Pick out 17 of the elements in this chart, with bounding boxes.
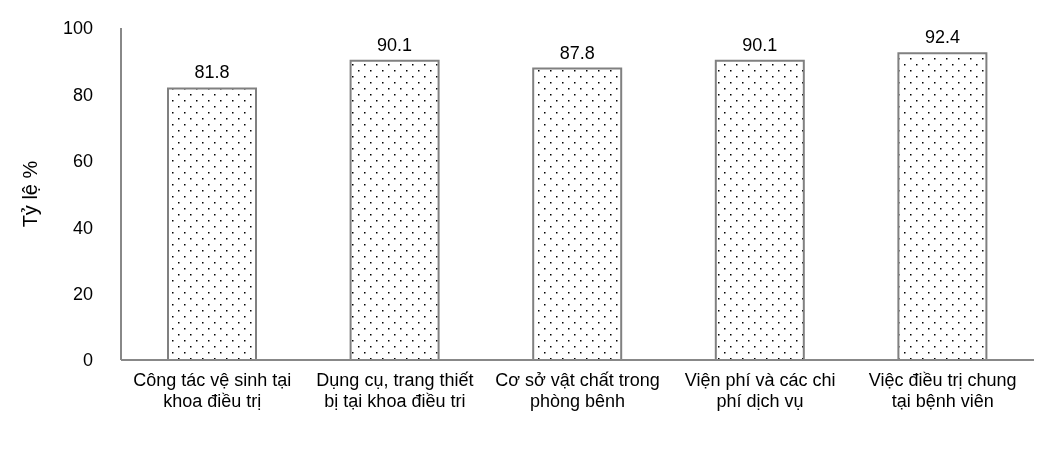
data-label: 92.4 [924,27,960,48]
y-tick-label: 20 [72,283,93,304]
data-label: 87.8 [559,42,595,63]
y-tick-label: 40 [72,217,93,238]
data-label: 90.1 [742,34,778,55]
x-tick-label: Viện phí và các chi phí dịch vụ [684,370,836,411]
y-tick-label: 60 [72,151,93,172]
x-tick-label: Việc điều trị chung tại bệnh viên [868,370,1017,411]
x-tick-label: Dụng cụ, trang thiết bị tại khoa điều tri [316,370,474,411]
y-axis-title: Tỷ lệ % [19,160,42,228]
y-tick-label: 0 [82,350,93,371]
data-label: 81.8 [194,62,230,83]
x-tick-label: Cơ sở vật chất trong phòng bênh [495,370,660,411]
data-label: 90.1 [377,34,413,55]
x-tick-label: Công tác vệ sinh tại khoa điều trị [133,370,292,411]
y-tick-label: 80 [72,84,93,105]
y-tick-label: 100 [62,18,93,39]
